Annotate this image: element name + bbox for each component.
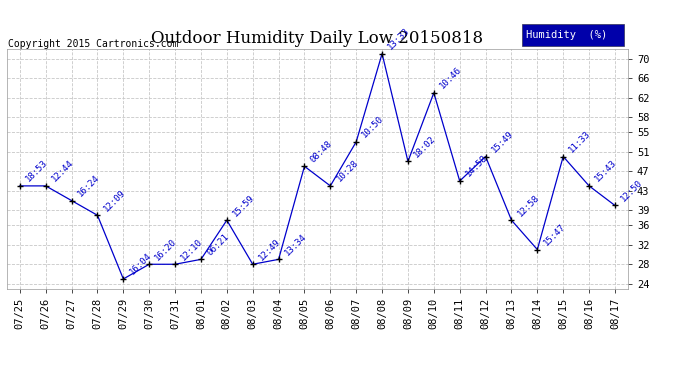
Text: 16:20: 16:20 (153, 237, 179, 262)
Text: Humidity  (%): Humidity (%) (526, 30, 608, 40)
Text: 13:34: 13:34 (283, 232, 308, 257)
Text: 16:24: 16:24 (76, 173, 101, 198)
Text: 16:04: 16:04 (128, 251, 153, 277)
Text: 18:53: 18:53 (24, 158, 50, 184)
Text: 12:44: 12:44 (50, 158, 75, 184)
Text: 18:02: 18:02 (412, 134, 437, 159)
Text: 10:50: 10:50 (360, 114, 386, 140)
Text: 15:43: 15:43 (593, 158, 619, 184)
Text: 12:49: 12:49 (257, 237, 282, 262)
Text: 12:58: 12:58 (515, 193, 541, 218)
Text: 06:21: 06:21 (205, 232, 230, 257)
Text: 11:33: 11:33 (567, 129, 593, 154)
Text: 15:49: 15:49 (490, 129, 515, 154)
Text: 15:47: 15:47 (542, 222, 567, 248)
Text: 14:58: 14:58 (464, 153, 489, 179)
Text: 12:09: 12:09 (101, 188, 127, 213)
Text: 10:46: 10:46 (438, 65, 464, 91)
Text: 15:59: 15:59 (231, 193, 257, 218)
Text: 12:10: 12:10 (179, 237, 205, 262)
Text: 10:28: 10:28 (335, 158, 360, 184)
Text: 08:48: 08:48 (308, 139, 334, 164)
Text: Copyright 2015 Cartronics.com: Copyright 2015 Cartronics.com (8, 39, 179, 50)
Text: 12:50: 12:50 (619, 178, 644, 203)
Title: Outdoor Humidity Daily Low 20150818: Outdoor Humidity Daily Low 20150818 (151, 30, 484, 47)
Text: 13:33: 13:33 (386, 26, 412, 51)
